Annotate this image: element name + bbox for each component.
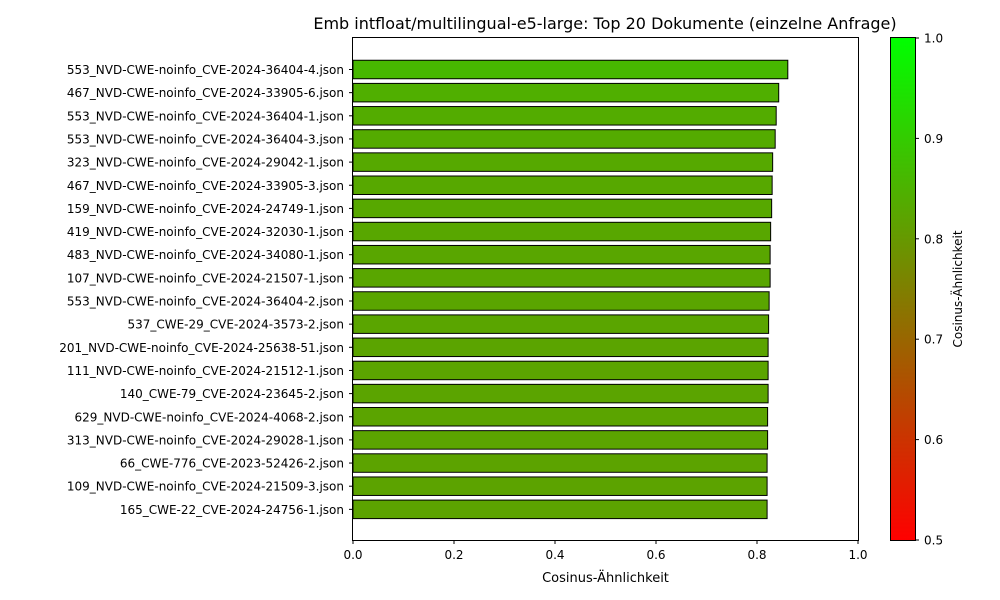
bars-group xyxy=(352,59,789,520)
bar xyxy=(352,476,768,496)
y-tick-label: 140_CWE-79_CVE-2024-23645-2.json xyxy=(120,387,344,401)
chart-title: Emb intfloat/multilingual-e5-large: Top … xyxy=(313,14,896,33)
x-tick-label: 0.0 xyxy=(343,548,362,562)
y-tick-labels: 553_NVD-CWE-noinfo_CVE-2024-36404-4.json… xyxy=(59,63,353,517)
y-tick-label: 553_NVD-CWE-noinfo_CVE-2024-36404-2.json xyxy=(67,295,344,309)
bar xyxy=(352,152,774,172)
colorbar xyxy=(890,37,916,541)
colorbar-label: Cosinus-Ähnlichkeit xyxy=(950,230,965,347)
y-tick-label: 201_NVD-CWE-noinfo_CVE-2024-25638-51.jso… xyxy=(59,341,344,355)
y-tick-label: 467_NVD-CWE-noinfo_CVE-2024-33905-6.json xyxy=(67,86,344,100)
x-tick-label: 0.4 xyxy=(545,548,564,562)
y-tick-label: 537_CWE-29_CVE-2024-3573-2.json xyxy=(127,318,344,332)
y-tick-label: 159_NVD-CWE-noinfo_CVE-2024-24749-1.json xyxy=(67,202,344,216)
bar xyxy=(352,337,769,358)
bar xyxy=(352,175,773,195)
bar xyxy=(352,129,776,149)
y-tick-label: 553_NVD-CWE-noinfo_CVE-2024-36404-3.json xyxy=(67,132,344,146)
y-tick-label: 483_NVD-CWE-noinfo_CVE-2024-34080-1.json xyxy=(67,248,344,262)
y-tick-label: 553_NVD-CWE-noinfo_CVE-2024-36404-1.json xyxy=(67,109,344,123)
x-axis-label: Cosinus-Ähnlichkeit xyxy=(542,570,669,586)
bar xyxy=(352,198,773,219)
x-tick-label: 0.2 xyxy=(444,548,463,562)
plot-frame xyxy=(352,37,859,541)
bar xyxy=(352,314,770,334)
y-tick-label: 109_NVD-CWE-noinfo_CVE-2024-21509-3.json xyxy=(67,480,344,494)
y-tick-label: 313_NVD-CWE-noinfo_CVE-2024-29028-1.json xyxy=(67,433,344,447)
bar xyxy=(352,59,789,80)
bar xyxy=(352,291,770,311)
bar xyxy=(352,244,771,265)
y-tick-label: 323_NVD-CWE-noinfo_CVE-2024-29042-1.json xyxy=(67,156,344,170)
bar xyxy=(352,407,769,427)
colorbar-tick-label: 0.5 xyxy=(924,534,943,548)
bar xyxy=(352,360,769,381)
y-tick-label: 553_NVD-CWE-noinfo_CVE-2024-36404-4.json xyxy=(67,63,344,77)
bar xyxy=(352,499,768,520)
y-tick-label: 107_NVD-CWE-noinfo_CVE-2024-21507-1.json xyxy=(67,271,344,285)
colorbar-tick-label: 0.6 xyxy=(924,433,943,447)
y-tick-label: 165_CWE-22_CVE-2024-24756-1.json xyxy=(120,503,344,517)
x-tick-label: 0.8 xyxy=(747,548,766,562)
x-ticks: 0.0 0.2 0.4 0.6 0.8 1.0 xyxy=(343,540,868,562)
y-tick-label: 66_CWE-776_CVE-2023-52426-2.json xyxy=(120,457,344,471)
bar xyxy=(352,106,777,126)
colorbar-tick-label: 0.7 xyxy=(924,333,943,347)
y-tick-label: 419_NVD-CWE-noinfo_CVE-2024-32030-1.json xyxy=(67,225,344,239)
colorbar-tick-label: 0.8 xyxy=(924,232,943,246)
x-tick-label: 0.6 xyxy=(646,548,665,562)
colorbar-tick-label: 1.0 xyxy=(924,32,943,46)
bar xyxy=(352,383,769,404)
bar xyxy=(352,221,772,242)
bar xyxy=(352,430,769,450)
y-tick-label: 467_NVD-CWE-noinfo_CVE-2024-33905-3.json xyxy=(67,179,344,193)
x-tick-label: 1.0 xyxy=(848,548,867,562)
bar xyxy=(352,268,771,288)
colorbar-ticks: 0.5 0.6 0.7 0.8 0.9 1.0 xyxy=(915,32,943,548)
bar xyxy=(352,82,780,103)
y-tick-label: 111_NVD-CWE-noinfo_CVE-2024-21512-1.json xyxy=(67,364,344,378)
y-tick-label: 629_NVD-CWE-noinfo_CVE-2024-4068-2.json xyxy=(75,410,345,424)
bar xyxy=(352,453,768,473)
colorbar-tick-label: 0.9 xyxy=(924,132,943,146)
